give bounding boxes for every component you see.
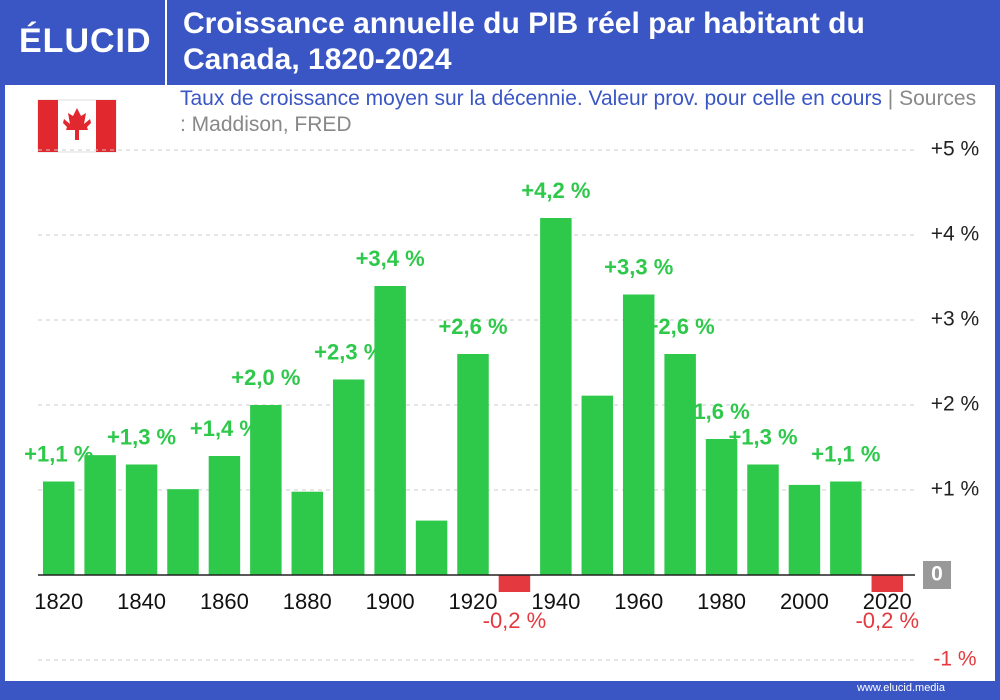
value-label: -0,2 % xyxy=(483,608,547,633)
value-label: +2,0 % xyxy=(231,365,300,390)
x-tick-label: 1880 xyxy=(283,589,332,614)
zero-label-box xyxy=(923,561,951,589)
brand-logo: ÉLUCID xyxy=(19,22,152,60)
footer-url: www.elucid.media xyxy=(856,682,945,694)
value-label: +1,3 % xyxy=(107,424,176,449)
x-tick-label: 1820 xyxy=(34,589,83,614)
bar xyxy=(457,354,489,575)
x-tick-label: 1980 xyxy=(697,589,746,614)
bar xyxy=(705,439,738,575)
bar xyxy=(830,481,862,575)
value-label: +1,3 % xyxy=(728,424,797,449)
bar xyxy=(747,464,779,575)
x-tick-label: 1940 xyxy=(531,589,580,614)
x-tick-label: 2000 xyxy=(780,589,829,614)
value-label: +1,1 % xyxy=(811,441,880,466)
bar xyxy=(415,520,448,575)
subtitle: Taux de croissance moyen sur la décennie… xyxy=(180,87,882,110)
chart: -1 % 0 +1 % +2 % +3 % +4 % +5 % 1820 +1,1 % 1840 +… xyxy=(24,99,979,671)
flag-band xyxy=(96,100,116,152)
bar xyxy=(581,395,614,575)
y-tick-label: 0 xyxy=(931,563,943,586)
bar xyxy=(125,464,158,575)
header-separator xyxy=(165,0,167,85)
value-label: 1,6 % xyxy=(693,399,749,424)
bar xyxy=(664,354,696,575)
canada-flag xyxy=(37,99,117,153)
bar xyxy=(622,294,655,575)
source-separator: | xyxy=(887,87,900,110)
y-tick-label: +2 % xyxy=(931,393,979,416)
value-label: +1,4 % xyxy=(190,416,259,441)
bar xyxy=(84,455,116,575)
y-tick-label: +3 % xyxy=(931,308,979,331)
maple-leaf xyxy=(63,108,91,140)
source: Sources : Maddison, FRED xyxy=(180,87,977,136)
flag-band xyxy=(38,100,58,152)
header-band xyxy=(5,0,1000,85)
y-tick-label: +5 % xyxy=(931,138,979,161)
x-tick-label: 1960 xyxy=(614,589,663,614)
bar xyxy=(374,286,406,575)
value-label: +3,3 % xyxy=(604,254,673,279)
value-label: +3,4 % xyxy=(356,246,425,271)
chart-title: Croissance annuelle du PIB réel par habi… xyxy=(183,7,865,76)
footer-band xyxy=(5,681,995,695)
x-tick-label: 1920 xyxy=(449,589,498,614)
y-tick-label: +4 % xyxy=(931,223,979,246)
y-tick-label: +1 % xyxy=(931,478,979,501)
x-tick-label: 1840 xyxy=(117,589,166,614)
bar xyxy=(291,491,324,575)
x-tick-label: 1900 xyxy=(366,589,415,614)
bar xyxy=(250,405,282,575)
x-tick-label: 2020 xyxy=(863,589,912,614)
bar xyxy=(208,456,241,575)
y-tick-label: -1 % xyxy=(933,648,976,671)
bar xyxy=(788,484,821,575)
subtitle-block: Taux de croissance moyen sur la décennie… xyxy=(180,86,980,138)
bar xyxy=(42,481,75,575)
bar xyxy=(498,575,531,592)
bar xyxy=(332,379,365,575)
bar xyxy=(167,489,199,575)
x-tick-label: 1860 xyxy=(200,589,249,614)
value-label: +2,3 % xyxy=(314,339,383,364)
bar xyxy=(540,218,572,575)
value-label: +1,1 % xyxy=(24,441,93,466)
value-label: +4,2 % xyxy=(521,178,590,203)
value-label: +2,6 % xyxy=(646,314,715,339)
value-label: -0,2 % xyxy=(855,608,919,633)
value-label: +2,6 % xyxy=(438,314,507,339)
bar xyxy=(871,575,904,592)
